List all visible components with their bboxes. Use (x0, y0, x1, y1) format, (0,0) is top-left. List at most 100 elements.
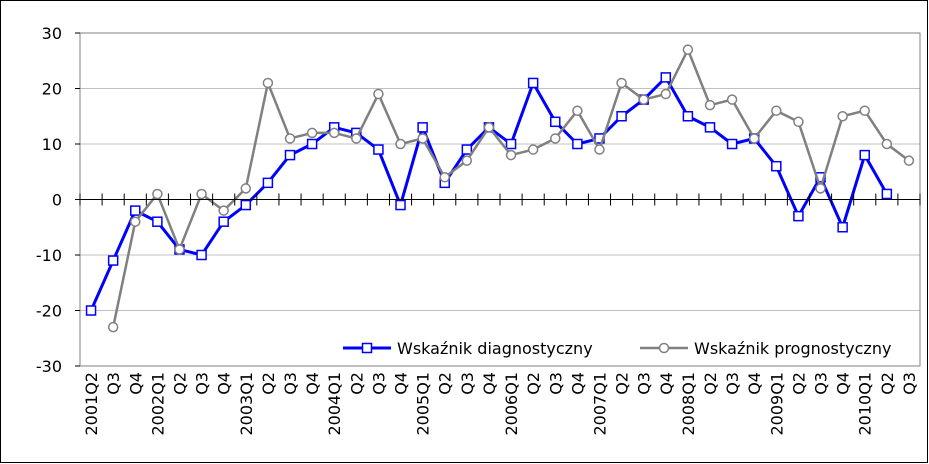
y-tick-label: 20 (42, 80, 62, 99)
marker (461, 144, 473, 155)
marker (726, 138, 738, 150)
marker (815, 183, 826, 194)
legend-label: Wskaźnik diagnostyczny (397, 339, 593, 358)
marker (351, 133, 362, 144)
x-tick-label: Q3 (900, 372, 919, 395)
x-tick-label: Q2 (524, 372, 543, 395)
marker (638, 94, 649, 105)
x-tick-label: Q4 (303, 372, 322, 395)
marker (726, 94, 738, 105)
marker (881, 188, 893, 200)
marker (306, 127, 318, 139)
marker (616, 111, 627, 122)
marker (306, 138, 318, 150)
x-tick-label: 2007Q1 (590, 372, 609, 436)
marker (793, 116, 804, 128)
x-tick-label: Q3 (281, 372, 300, 395)
marker (284, 133, 296, 144)
marker (240, 199, 252, 211)
x-tick-label: Q2 (701, 372, 720, 395)
x-tick-label: Q2 (613, 372, 632, 395)
x-tick-label: Q3 (546, 372, 565, 395)
x-tick-label: Q3 (104, 372, 123, 395)
x-tick-label: Q4 (745, 372, 764, 395)
x-tick-label: 2004Q1 (325, 372, 344, 436)
marker (395, 199, 406, 211)
marker (107, 255, 119, 266)
marker (218, 216, 229, 227)
marker (461, 155, 473, 166)
marker (682, 111, 694, 122)
x-tick-label: 2009Q1 (767, 372, 786, 436)
marker (439, 172, 450, 183)
legend-marker (361, 342, 373, 354)
marker (174, 244, 185, 255)
x-tick-label: Q4 (480, 372, 499, 395)
marker (748, 133, 760, 144)
x-tick-label: 2010Q1 (856, 372, 875, 436)
marker (284, 149, 296, 161)
x-tick-label: Q4 (126, 372, 145, 395)
marker (903, 155, 915, 166)
marker (550, 116, 561, 128)
marker (196, 188, 207, 200)
x-tick-label: Q3 (723, 372, 742, 395)
x-tick-label: Q3 (458, 372, 477, 395)
marker (152, 188, 163, 200)
marker (328, 127, 340, 139)
marker (505, 149, 517, 161)
y-tick-label: -20 (36, 302, 62, 321)
x-tick-label: Q4 (657, 372, 676, 395)
x-tick-label: Q3 (635, 372, 654, 395)
legend-label: Wskaźnik prognostyczny (694, 339, 891, 358)
marker (594, 144, 605, 155)
marker (373, 144, 384, 155)
marker (527, 144, 539, 155)
x-tick-label: 2003Q1 (237, 372, 256, 436)
x-tick-label: 2006Q1 (502, 372, 521, 436)
marker (771, 160, 782, 172)
marker (395, 138, 406, 150)
x-tick-label: 2008Q1 (679, 372, 698, 436)
marker (704, 99, 716, 111)
y-tick-label: 0 (52, 191, 62, 210)
marker (85, 305, 97, 316)
marker (572, 105, 583, 116)
marker (550, 133, 561, 144)
x-tick-label: Q4 (215, 372, 234, 395)
marker (240, 183, 252, 194)
x-tick-label: Q2 (789, 372, 808, 395)
marker (660, 72, 672, 83)
marks (85, 44, 915, 333)
marker (771, 105, 782, 116)
x-tick-label: Q3 (193, 372, 212, 395)
x-tick-label: Q4 (392, 372, 411, 395)
marker (837, 222, 848, 233)
marker (505, 138, 517, 150)
x-tick-label: Q2 (878, 372, 897, 395)
marker (417, 122, 428, 133)
x-tick-label: Q3 (812, 372, 831, 395)
x-tick-label: Q2 (170, 372, 189, 395)
marker (793, 210, 804, 222)
marker (859, 149, 870, 161)
marker (152, 216, 163, 227)
marker (527, 77, 539, 89)
marker (130, 205, 141, 216)
x-tick-label: 2002Q1 (148, 372, 167, 436)
y-tick-label: -30 (36, 357, 62, 376)
marker (837, 111, 848, 122)
x-tick-label: Q2 (347, 372, 366, 395)
x-tick-label: Q4 (568, 372, 587, 395)
x-tick-label: Q2 (436, 372, 455, 395)
legend-marker (658, 342, 670, 354)
marker (373, 88, 384, 100)
x-tick-label: 2005Q1 (414, 372, 433, 436)
y-tick-label: 30 (42, 24, 62, 43)
x-tick-label: Q2 (259, 372, 278, 395)
marker (859, 105, 870, 116)
x-tick-label: Q4 (834, 372, 853, 395)
x-tick-label: Q3 (369, 372, 388, 395)
